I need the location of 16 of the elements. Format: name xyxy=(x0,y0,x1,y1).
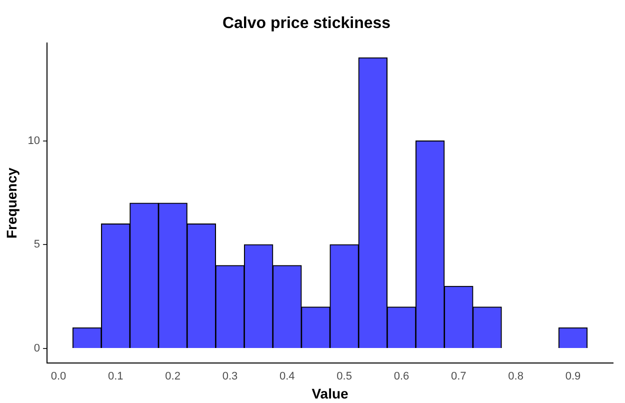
x-tick-label: 0.0 xyxy=(50,370,66,383)
x-tick-label: 0.2 xyxy=(165,370,180,383)
x-tick-label: 0.9 xyxy=(565,370,581,383)
x-axis-title: Value xyxy=(312,385,349,402)
y-tick-label: 10 xyxy=(28,134,40,147)
x-tick-label: 0.8 xyxy=(508,370,524,383)
x-tick-label: 0.3 xyxy=(222,370,238,383)
x-tick-label: 0.4 xyxy=(279,370,295,383)
y-tick-label: 5 xyxy=(34,238,40,251)
x-tick-label: 0.7 xyxy=(451,370,466,383)
x-tick-label: 0.5 xyxy=(336,370,352,383)
x-tick-label: 0.1 xyxy=(108,370,124,383)
chart-title: Calvo price stickiness xyxy=(222,15,391,32)
y-tick-label: 0 xyxy=(34,342,40,354)
y-axis-title: Frequency xyxy=(3,167,20,239)
x-tick-label: 0.6 xyxy=(394,370,410,383)
